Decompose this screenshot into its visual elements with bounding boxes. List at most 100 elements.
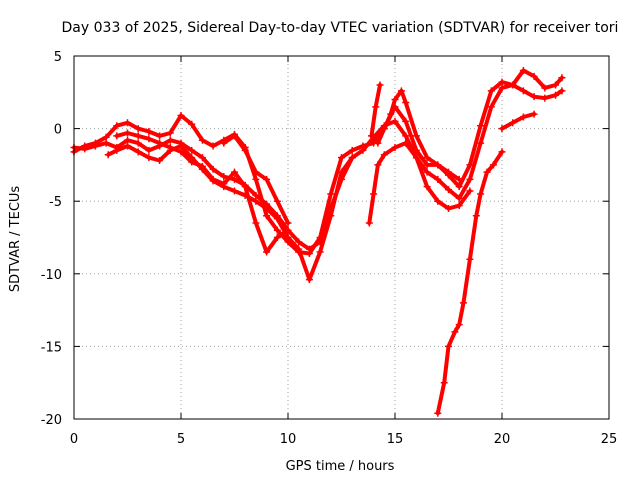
data-point-marker (530, 110, 538, 118)
y-axis-label: SDTVAR / TECUs (8, 186, 23, 293)
x-tick-label: 10 (280, 432, 297, 447)
data-point-marker (113, 146, 121, 154)
data-point-marker (295, 245, 303, 253)
data-point-marker (498, 84, 506, 92)
data-point-marker (198, 154, 206, 162)
data-point-marker (134, 148, 142, 156)
data-point-marker (412, 132, 420, 140)
series-6 (365, 139, 474, 227)
data-point-marker (231, 175, 238, 183)
series-4 (113, 129, 292, 256)
data-point-marker (541, 84, 549, 92)
series-layer (70, 67, 566, 417)
data-point-marker (263, 175, 271, 183)
data-point-marker (423, 183, 431, 191)
data-point-marker (188, 120, 196, 128)
data-point-marker (445, 204, 452, 212)
data-point-marker (466, 187, 474, 195)
x-axis-label: GPS time / hours (286, 459, 395, 474)
y-tick-label: -15 (41, 340, 62, 355)
data-point-marker (284, 219, 292, 227)
data-point-marker (370, 190, 378, 198)
data-point-marker (541, 94, 549, 102)
data-point-marker (156, 139, 164, 147)
data-point-marker (231, 132, 238, 140)
data-point-marker (166, 136, 174, 144)
data-point-marker (295, 238, 303, 246)
data-point-marker (558, 74, 566, 82)
data-point-marker (434, 161, 442, 169)
data-point-marker (166, 129, 174, 137)
data-point-marker (530, 93, 538, 101)
data-point-marker (455, 183, 463, 191)
y-tick-label: -5 (49, 195, 62, 210)
data-point-marker (445, 342, 452, 350)
plot-frame (73, 55, 610, 420)
data-point-marker (423, 154, 431, 162)
data-point-marker (455, 175, 463, 183)
data-point-marker (402, 132, 410, 140)
data-point-marker (273, 234, 281, 241)
data-point-marker (519, 67, 527, 75)
series-line (106, 144, 355, 282)
data-point-marker (440, 379, 448, 387)
data-point-marker (434, 175, 442, 183)
data-point-marker (477, 190, 485, 198)
data-point-marker (530, 72, 538, 80)
series-8 (367, 81, 384, 140)
data-point-marker (327, 190, 335, 198)
data-point-marker (498, 125, 506, 133)
data-point-marker (455, 194, 463, 202)
data-point-marker (509, 81, 517, 89)
tick-labels: 0 5 10 15 20 25 5 0 -5 -10 -15 -20 (41, 50, 618, 447)
data-point-marker (348, 154, 356, 162)
data-point-marker (519, 113, 527, 121)
data-point-marker (387, 110, 395, 118)
data-point-marker (102, 139, 110, 147)
data-point-marker (391, 117, 399, 125)
data-point-marker (231, 168, 238, 176)
data-point-marker (209, 165, 217, 173)
data-point-marker (434, 409, 442, 417)
data-point-marker (338, 168, 345, 176)
data-point-marker (380, 151, 388, 159)
data-point-marker (252, 219, 260, 227)
x-tick-label: 0 (70, 432, 78, 447)
data-point-marker (284, 234, 292, 241)
data-point-marker (198, 162, 206, 170)
data-point-marker (327, 212, 335, 220)
chart-title: Day 033 of 2025, Sidereal Day-to-day VTE… (62, 20, 619, 36)
data-point-marker (177, 148, 185, 156)
data-point-marker (402, 98, 410, 106)
data-point-marker (134, 132, 142, 140)
series-10 (498, 110, 538, 133)
data-point-marker (376, 81, 384, 89)
data-point-marker (402, 117, 410, 125)
data-point-marker (81, 145, 89, 153)
y-tick-label: -20 (41, 413, 62, 428)
data-point-marker (124, 119, 131, 127)
data-point-marker (166, 143, 174, 151)
y-tick-label: 0 (54, 123, 62, 138)
data-point-marker (273, 215, 281, 223)
data-point-marker (445, 168, 452, 176)
grid (74, 56, 609, 419)
data-point-marker (284, 226, 292, 234)
series-line (114, 131, 290, 254)
series-9 (434, 148, 506, 417)
data-point-marker (188, 158, 196, 166)
data-point-marker (455, 202, 463, 210)
data-point-marker (483, 168, 491, 176)
data-point-marker (156, 157, 164, 165)
data-point-marker (455, 321, 463, 329)
data-point-marker (305, 276, 313, 284)
data-point-marker (316, 248, 324, 256)
data-point-marker (134, 139, 142, 147)
data-point-marker (188, 146, 196, 154)
data-point-marker (273, 226, 281, 234)
data-point-marker (209, 142, 217, 150)
series-7 (374, 87, 463, 183)
data-point-marker (423, 168, 431, 176)
data-point-marker (487, 103, 495, 111)
data-point-marker (220, 180, 228, 188)
